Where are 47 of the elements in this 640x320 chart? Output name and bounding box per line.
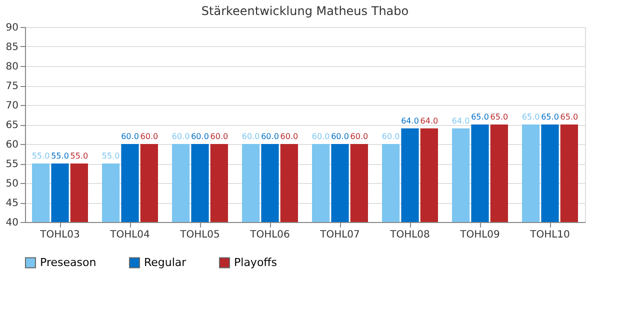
- data-label: 60.0: [191, 132, 209, 141]
- data-label: 60.0: [172, 132, 190, 141]
- data-label: 60.0: [140, 132, 158, 141]
- y-tick-label: 90: [6, 22, 18, 34]
- data-label: 65.0: [522, 112, 540, 122]
- data-label: 64.0: [420, 116, 438, 126]
- y-tick-label: 55: [6, 159, 18, 170]
- legend-label: Preseason: [40, 256, 96, 269]
- y-tick-label: 40: [6, 218, 18, 228]
- y-tick-label: 75: [6, 81, 18, 92]
- data-label: 55.0: [51, 152, 69, 160]
- y-tick-label: 45: [6, 198, 18, 209]
- data-label: 55.0: [32, 152, 50, 160]
- data-label: 60.0: [261, 132, 279, 141]
- data-label: 65.0: [560, 112, 578, 122]
- y-tick-label: 65: [6, 120, 18, 131]
- x-tick-label: TOHL04: [109, 230, 150, 240]
- data-label: 60.0: [121, 132, 139, 141]
- data-label: 64.0: [401, 116, 419, 126]
- x-tick-label: TOHL09: [459, 230, 500, 240]
- data-label: 60.0: [242, 132, 260, 141]
- data-label: 60.0: [331, 132, 349, 141]
- data-label: 65.0: [490, 112, 508, 122]
- data-label: 60.0: [312, 132, 330, 141]
- data-label: 65.0: [471, 112, 489, 122]
- data-label: 64.0: [452, 116, 470, 126]
- y-tick-label: 85: [6, 42, 18, 53]
- data-label: 65.0: [541, 112, 559, 122]
- x-tick-label: TOHL08: [389, 230, 430, 240]
- legend-label: Playoffs: [234, 256, 278, 269]
- data-label: 55.0: [102, 152, 120, 160]
- data-label: 60.0: [280, 132, 298, 141]
- x-tick-label: TOHL10: [529, 230, 570, 240]
- chart-title: Stärkeentwicklung Matheus Thabo: [201, 4, 409, 18]
- x-tick-label: TOHL06: [249, 230, 290, 240]
- x-tick-label: TOHL07: [319, 230, 360, 240]
- x-tick-label: TOHL03: [39, 230, 80, 240]
- data-label: 60.0: [210, 132, 228, 141]
- legend-label: Regular: [144, 256, 187, 269]
- data-label: 60.0: [382, 132, 400, 141]
- y-tick-label: 60: [6, 140, 18, 150]
- y-tick-label: 50: [6, 178, 18, 190]
- data-label: 60.0: [350, 132, 368, 141]
- y-tick-label: 80: [6, 62, 18, 72]
- data-label: 55.0: [70, 152, 88, 160]
- x-tick-label: TOHL05: [179, 230, 220, 240]
- y-tick-label: 70: [6, 100, 18, 112]
